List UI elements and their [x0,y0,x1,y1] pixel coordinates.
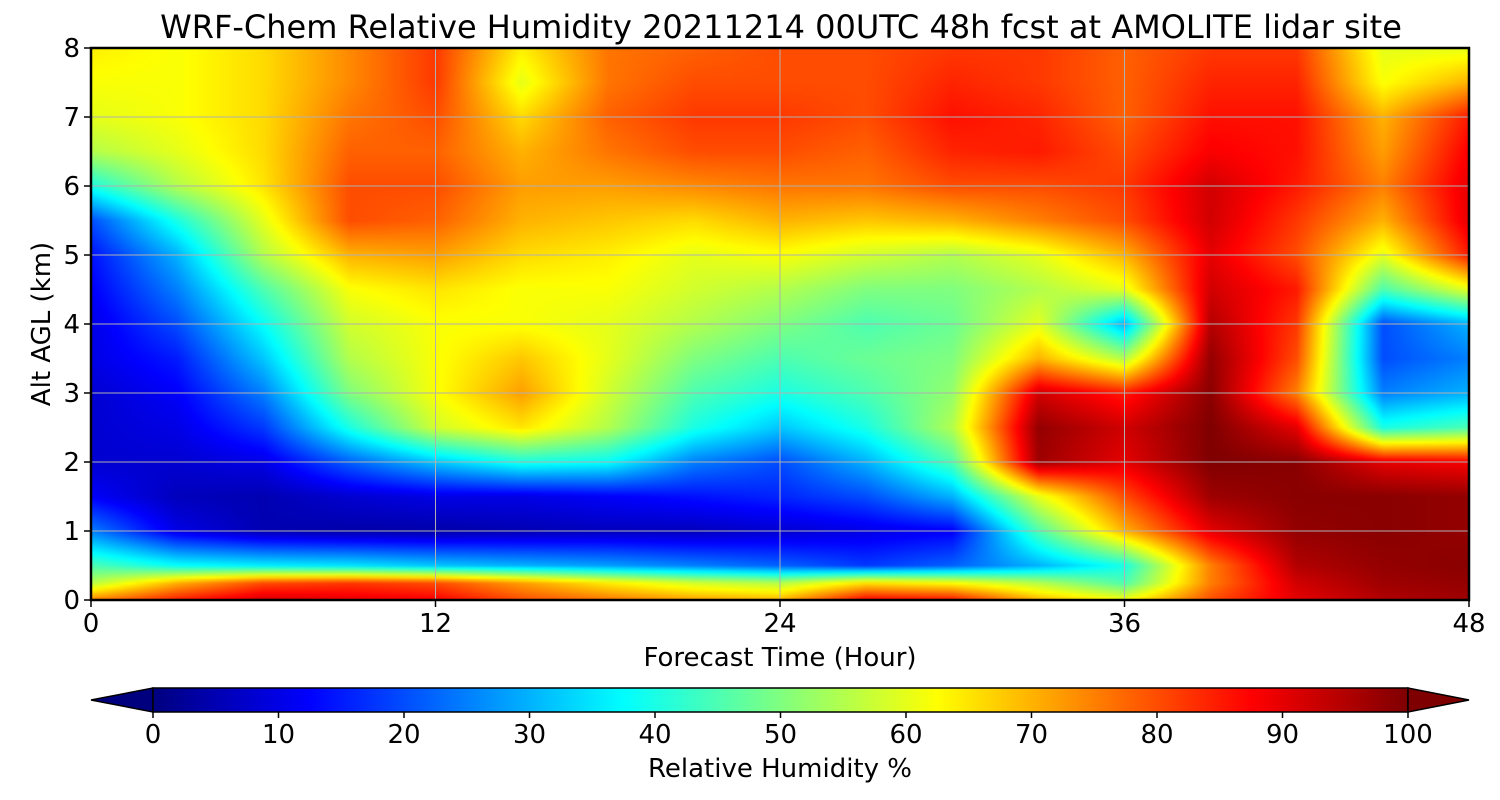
colorbar-tick-label: 60 [889,720,922,750]
x-tick-label: 0 [83,609,100,639]
colorbar-tick-label: 30 [513,720,546,750]
colorbar-tick-label: 10 [262,720,295,750]
x-axis-ticks: 0 12 24 36 48 [83,600,1486,639]
colorbar-max-extension [1407,687,1470,713]
x-tick-label: 24 [763,609,796,639]
colorbar-tick-label: 80 [1140,720,1173,750]
colorbar-tick-label: 90 [1266,720,1299,750]
x-tick-label: 36 [1108,609,1141,639]
colorbar: 0 10 20 30 40 50 60 70 80 90 100 Relative Humidity… [90,687,1470,784]
x-tick-label: 12 [419,609,452,639]
x-axis-label: Forecast Time (Hour) [643,643,916,673]
y-tick-label: 1 [63,517,80,547]
grid-lines [91,48,1469,600]
y-tick-label: 8 [63,34,80,64]
y-axis-ticks: 0 1 2 3 4 5 6 7 8 [63,34,91,616]
y-tick-label: 6 [63,172,80,202]
colorbar-ticks: 0 10 20 30 40 50 60 70 80 90 100 [145,712,1433,750]
y-tick-label: 2 [63,448,80,478]
colorbar-tick-label: 20 [387,720,420,750]
colorbar-tick-label: 0 [145,720,162,750]
colorbar-gradient [152,687,1409,713]
y-tick-label: 5 [63,241,80,271]
colorbar-label: Relative Humidity % [648,754,912,784]
y-axis-label: Alt AGL (km) [27,242,57,406]
colorbar-tick-label: 70 [1015,720,1048,750]
y-tick-label: 7 [63,103,80,133]
y-tick-label: 0 [63,586,80,616]
colorbar-tick-label: 100 [1383,720,1433,750]
colorbar-min-extension [90,687,154,713]
colorbar-tick-label: 40 [638,720,671,750]
colorbar-tick-label: 50 [764,720,797,750]
chart-title: WRF-Chem Relative Humidity 20211214 00UT… [160,8,1402,46]
y-tick-label: 4 [63,310,80,340]
y-tick-label: 3 [63,379,80,409]
x-tick-label: 48 [1452,609,1485,639]
